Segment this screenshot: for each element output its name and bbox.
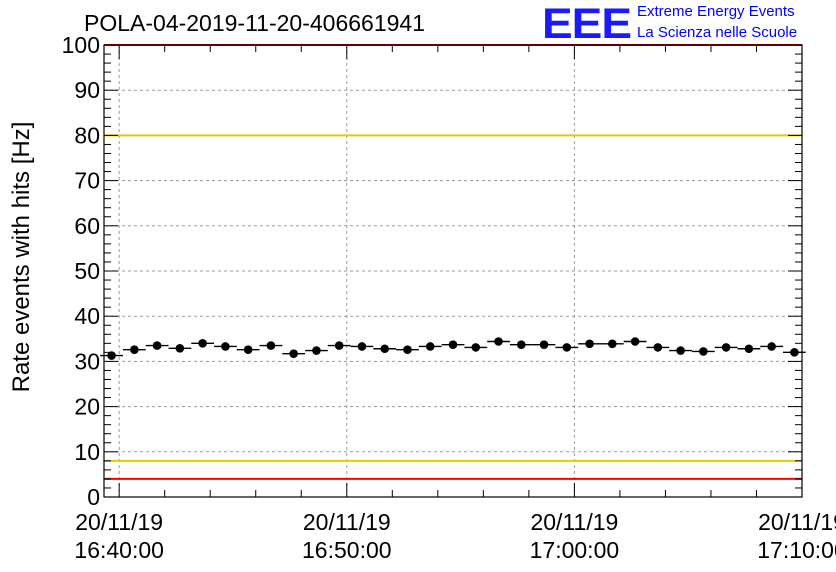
x-tick-time-label: 16:40:00: [74, 537, 164, 563]
data-point: [494, 337, 503, 346]
data-point: [334, 341, 344, 350]
data-point: [676, 346, 685, 355]
chart-title: POLA-04-2019-11-20-406661941: [84, 10, 425, 36]
data-point: [539, 340, 549, 349]
data-point: [198, 339, 207, 348]
y-tick-label: 0: [87, 484, 100, 510]
data-point: [562, 343, 572, 352]
data-point: [790, 348, 799, 357]
y-tick-label: 70: [74, 168, 100, 194]
data-point: [312, 346, 321, 355]
y-tick-label: 90: [74, 77, 100, 103]
x-tick-date-label: 20/11/19: [75, 509, 163, 535]
logo-line-2: La Scienza nelle Scuole: [637, 24, 798, 41]
data-point: [767, 342, 776, 351]
y-tick-label: 40: [74, 303, 100, 329]
y-tick-label: 20: [74, 394, 100, 420]
data-point: [699, 347, 708, 356]
y-tick-label: 10: [74, 439, 100, 465]
data-point: [721, 343, 731, 352]
y-tick-label: 80: [74, 122, 100, 148]
data-point: [357, 342, 367, 351]
x-tick-time-label: 16:50:00: [302, 537, 392, 563]
data-point: [448, 340, 458, 349]
eee-logo: EEE: [542, 0, 632, 48]
logo-line-1: Extreme Energy Events: [637, 3, 795, 20]
data-point: [243, 345, 253, 354]
data-point: [380, 344, 390, 354]
data-point: [653, 343, 663, 352]
y-axis-label: Rate events with hits [Hz]: [8, 122, 35, 393]
data-point: [425, 342, 435, 351]
data-point: [175, 343, 185, 353]
data-point: [630, 337, 640, 346]
x-tick-date-label: 20/11/19: [758, 509, 836, 535]
data-point: [152, 341, 162, 350]
data-point: [403, 345, 412, 354]
data-point: [130, 345, 139, 354]
x-tick-time-label: 17:10:00: [757, 537, 836, 563]
data-point: [516, 340, 526, 349]
x-tick-date-label: 20/11/19: [303, 509, 391, 535]
x-tick-date-label: 20/11/19: [530, 509, 618, 535]
y-tick-label: 60: [74, 213, 100, 239]
data-point: [289, 349, 298, 359]
data-point: [266, 341, 276, 350]
data-point: [107, 351, 116, 360]
y-tick-label: 50: [74, 258, 100, 284]
data-point: [744, 344, 754, 354]
x-tick-time-label: 17:00:00: [530, 537, 620, 563]
y-tick-label: 100: [62, 32, 100, 58]
y-tick-label: 30: [74, 348, 100, 374]
data-point: [608, 339, 617, 349]
data-point: [471, 343, 481, 352]
data-point: [221, 342, 230, 351]
data-point: [585, 339, 594, 349]
